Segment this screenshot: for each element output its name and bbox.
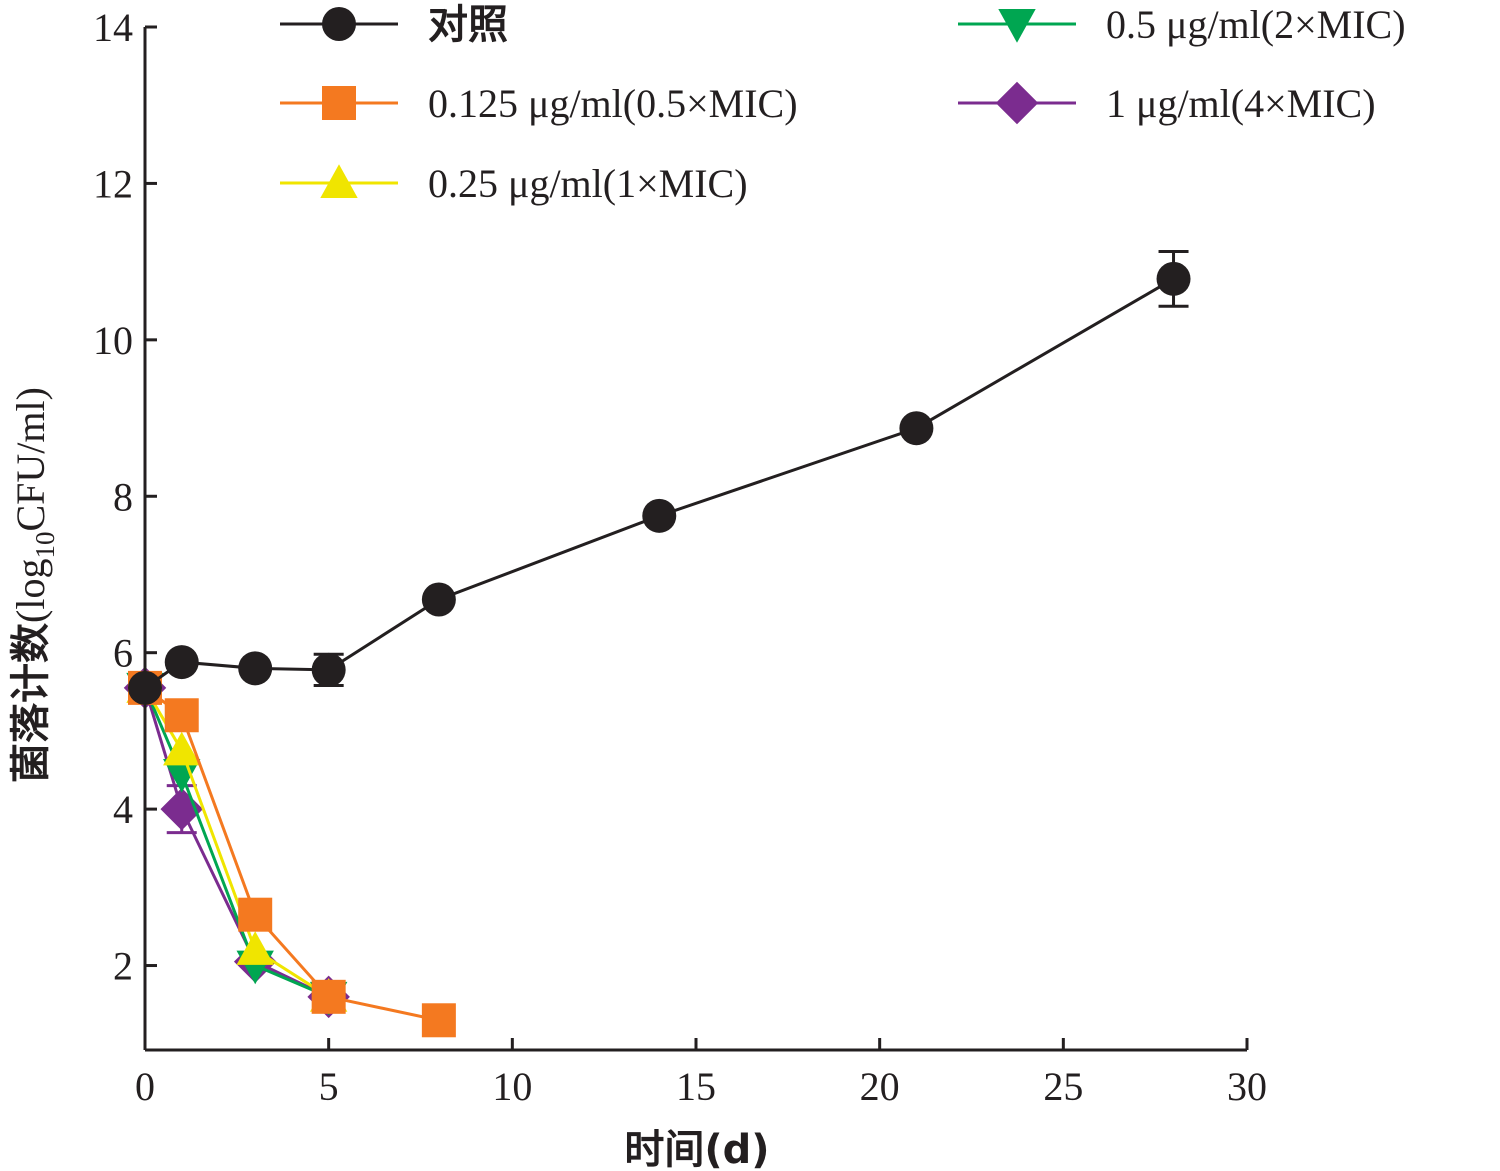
x-tick-label: 5	[319, 1064, 339, 1109]
x-tick-label: 20	[860, 1064, 900, 1109]
y-tick-label: 4	[113, 787, 133, 832]
axes: 2 4 6 8 10 12 14 0 5 10 15 20 25 30	[93, 5, 1267, 1109]
data-point-marker	[163, 758, 201, 793]
x-axis-title: 时间(d)	[624, 1127, 769, 1171]
y-tick-label: 10	[93, 318, 133, 363]
data-point-marker	[899, 411, 934, 446]
legend-item-2: 0.25 μg/ml(1×MIC)	[280, 161, 748, 206]
data-point-marker	[238, 651, 273, 686]
data-point-marker	[1156, 261, 1191, 296]
data-point-marker	[642, 498, 677, 533]
legend: 对照 0.125 μg/ml(0.5×MIC) 0.25 μg/ml(1×MIC) 0…	[280, 2, 1406, 206]
legend-item-3: 0.5 μg/ml(2×MIC)	[958, 2, 1406, 47]
series-line	[143, 687, 330, 999]
data-point-marker	[236, 931, 274, 965]
legend-label: 对照	[428, 2, 508, 48]
data-point-marker	[322, 86, 356, 120]
legend-label: 0.25 μg/ml(1×MIC)	[428, 161, 748, 206]
data-point-marker	[311, 652, 346, 687]
x-tick-label: 10	[492, 1064, 532, 1109]
y-tick-label: 12	[93, 161, 133, 206]
y-axis-title-unit-pre: (log	[8, 559, 53, 623]
data-point-marker	[998, 9, 1036, 43]
series-line	[143, 687, 330, 999]
data-point-marker	[163, 731, 201, 766]
plot-area	[123, 249, 1191, 1038]
data-point-marker	[238, 897, 273, 932]
x-tick-label: 15	[676, 1064, 716, 1109]
data-point-marker	[311, 979, 346, 1014]
data-point-marker	[995, 81, 1039, 125]
series-line	[144, 686, 440, 1022]
series-line	[144, 277, 1175, 690]
y-axis-title-main: 菌落计数	[8, 623, 54, 783]
data-point-marker	[421, 1003, 456, 1038]
y-tick-label: 14	[93, 5, 133, 50]
data-point-marker	[164, 698, 199, 733]
data-point-marker	[164, 645, 199, 680]
y-tick-label: 8	[113, 474, 133, 519]
x-tick-label: 25	[1043, 1064, 1083, 1109]
legend-item-4: 1 μg/ml(4×MIC)	[958, 81, 1376, 126]
legend-item-1: 0.125 μg/ml(0.5×MIC)	[280, 81, 798, 126]
legend-label: 0.125 μg/ml(0.5×MIC)	[428, 81, 798, 126]
legend-label: 1 μg/ml(4×MIC)	[1106, 81, 1376, 126]
x-tick-label: 30	[1227, 1064, 1267, 1109]
legend-item-0: 对照	[280, 2, 508, 48]
y-tick-label: 6	[113, 631, 133, 676]
x-tick-label: 0	[135, 1064, 155, 1109]
y-axis-title-unit-sub: 10	[30, 532, 60, 559]
series-line	[143, 687, 330, 999]
series-0	[128, 249, 1191, 705]
data-point-marker	[421, 582, 456, 617]
data-point-marker	[320, 164, 358, 198]
legend-label: 0.5 μg/ml(2×MIC)	[1106, 2, 1406, 47]
data-point-marker	[322, 7, 356, 41]
y-tick-label: 2	[113, 944, 133, 989]
y-axis-title: 菌落计数(log10CFU/ml)	[8, 387, 60, 783]
y-axis-title-unit-post: CFU/ml)	[8, 387, 53, 531]
